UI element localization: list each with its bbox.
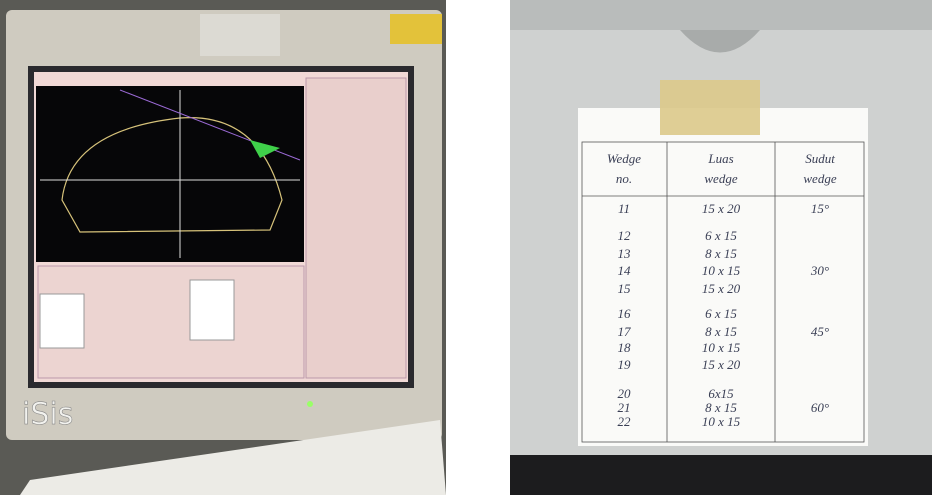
handle-notch [680, 30, 760, 53]
table-cell: 13 [618, 246, 632, 261]
table-cell: 20 [618, 386, 632, 401]
header-cell: Wedge [607, 151, 641, 166]
table-cell: 45° [811, 324, 829, 339]
table-cell: 19 [618, 357, 632, 372]
table-cell: 11 [618, 201, 630, 216]
tape [660, 80, 760, 135]
list-box [39, 293, 85, 349]
sticker [390, 14, 442, 44]
table-cell: 8 x 15 [705, 324, 737, 339]
table-cell: 15 x 20 [702, 281, 741, 296]
table-cell: 10 x 15 [702, 414, 741, 429]
header-cell: no. [616, 171, 632, 186]
side-panel [305, 77, 407, 379]
table-cell: 6 x 15 [705, 306, 737, 321]
table-cell: 15 [618, 281, 632, 296]
table-cell: 18 [618, 340, 632, 355]
list-box [189, 279, 235, 341]
handwritten-table: Wedge no. Luas wedge Sudut wedge 11 15 x 20 15° 1… [581, 141, 865, 443]
header-cell: Sudut [805, 151, 835, 166]
power-led [307, 401, 313, 407]
note [200, 14, 280, 56]
table-cell: 8 x 15 [705, 400, 737, 415]
table-cell: 60° [811, 400, 829, 415]
table-cell: 8 x 15 [705, 246, 737, 261]
table-cell: 6 x 15 [705, 228, 737, 243]
table-cell: 12 [618, 228, 632, 243]
header-cell: Luas [707, 151, 733, 166]
beam-marker [250, 140, 280, 158]
header-cell: wedge [803, 171, 836, 186]
table-cell: 30° [810, 263, 829, 278]
shadow [510, 455, 932, 495]
panel-top [510, 0, 932, 30]
table-cell: 17 [618, 324, 632, 339]
monitor-photo: iSis [0, 0, 446, 495]
table-cell: 14 [618, 263, 632, 278]
keyboard [20, 420, 446, 495]
table-cell: 10 x 15 [702, 340, 741, 355]
table-cell: 6x15 [708, 386, 734, 401]
table-cell: 15° [811, 201, 829, 216]
table-border [581, 141, 865, 443]
paper [578, 108, 868, 446]
table-photo: Wedge no. Luas wedge Sudut wedge 11 15 x 20 15° 1… [510, 0, 932, 495]
table-cell: 21 [618, 400, 631, 415]
table-cell: 10 x 15 [702, 263, 741, 278]
plot-area [36, 86, 304, 262]
header-cell: wedge [704, 171, 737, 186]
brand-logo: iSis [22, 397, 73, 432]
table-cell: 22 [618, 414, 632, 429]
table-cell: 15 x 20 [702, 201, 741, 216]
table-cell: 16 [618, 306, 632, 321]
table-cell: 15 x 20 [702, 357, 741, 372]
contour [61, 117, 283, 233]
